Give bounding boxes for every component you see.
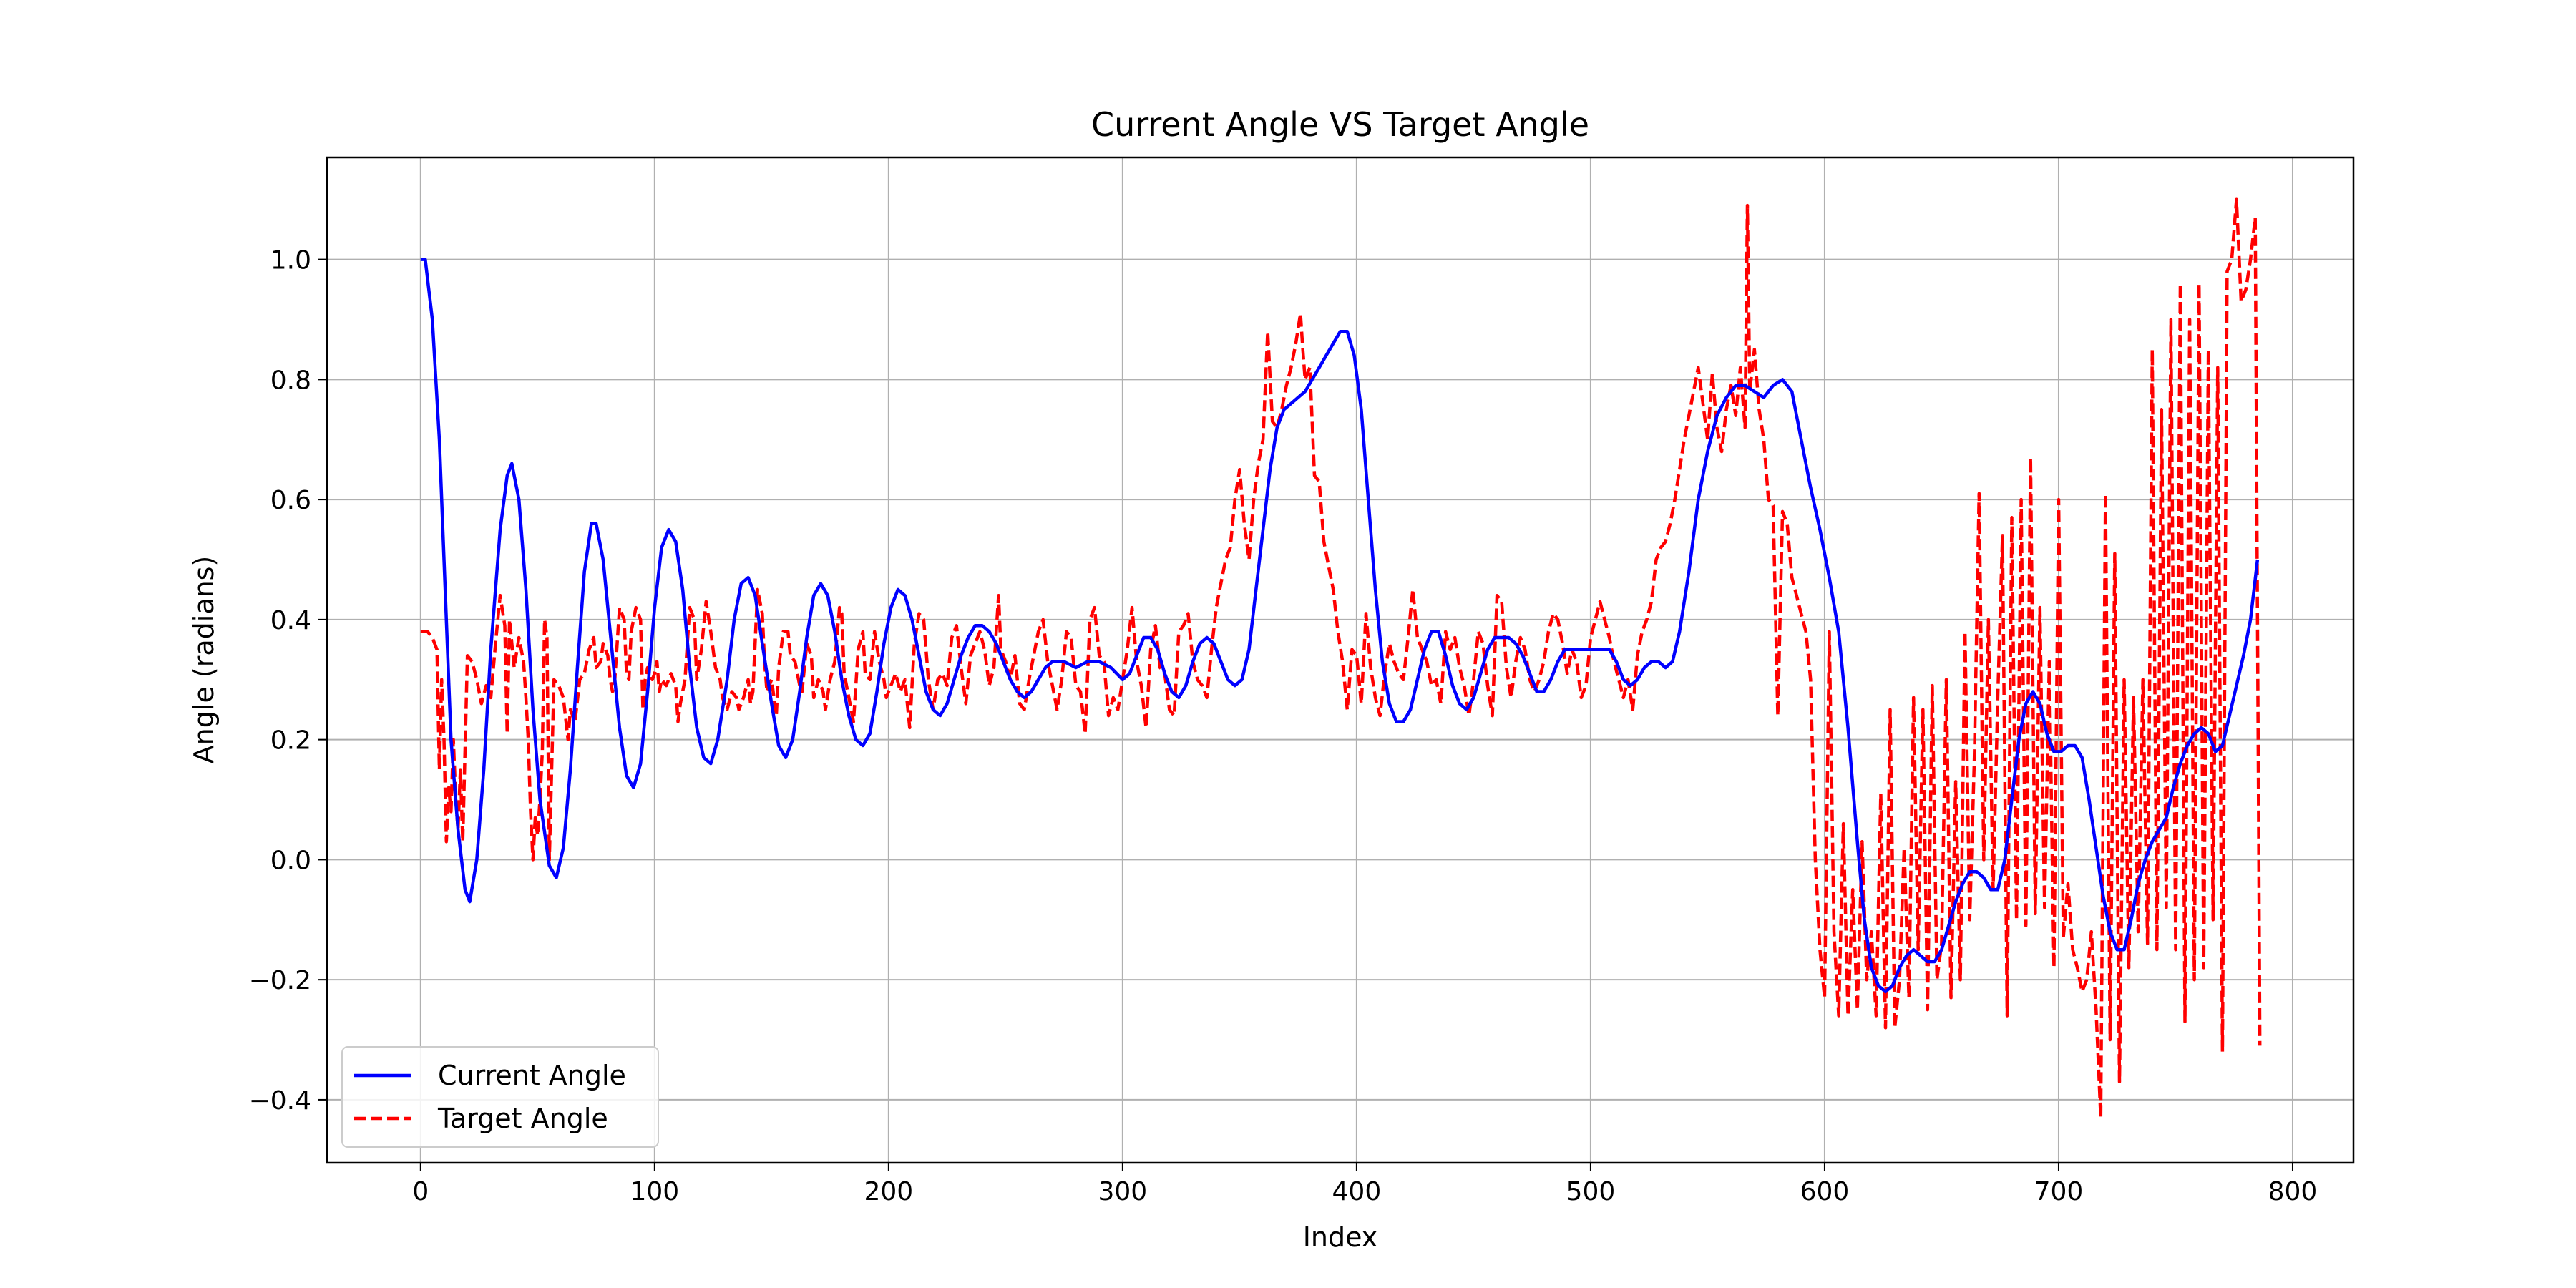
x-tick-label: 800: [2268, 1177, 2318, 1206]
x-tick-label: 300: [1098, 1177, 1148, 1206]
legend-label-target-angle: Target Angle: [437, 1103, 608, 1134]
y-tick-label: −0.4: [249, 1086, 311, 1116]
y-tick-label: 0.6: [270, 486, 311, 515]
y-tick-label: 0.0: [270, 846, 311, 875]
axis-ticks: 0 100 200 300 400 500 600 700 800 −0.4 −0.2 0.0 0.2 0…: [249, 246, 2318, 1206]
legend: Current Angle Target Angle: [341, 1046, 659, 1148]
x-tick-label: 400: [1332, 1177, 1382, 1206]
y-tick-label: 0.2: [270, 726, 311, 756]
x-tick-label: 200: [864, 1177, 913, 1206]
x-tick-label: 700: [2034, 1177, 2084, 1206]
y-tick-label: 0.8: [270, 366, 311, 395]
y-tick-label: 1.0: [270, 246, 311, 275]
y-tick-label: −0.2: [249, 966, 311, 995]
x-axis-label: Index: [1303, 1221, 1378, 1253]
y-tick-label: 0.4: [270, 606, 311, 635]
x-tick-label: 600: [1800, 1177, 1850, 1206]
grid-lines: [327, 157, 2353, 1163]
legend-label-current-angle: Current Angle: [438, 1060, 626, 1091]
x-tick-label: 100: [630, 1177, 679, 1206]
chart-title: Current Angle VS Target Angle: [1091, 105, 1589, 144]
x-tick-label: 500: [1566, 1177, 1616, 1206]
legend-box: [341, 1046, 659, 1148]
y-axis-label: Angle (radians): [188, 556, 220, 764]
x-tick-label: 0: [412, 1177, 429, 1206]
plot-area-frame: [326, 156, 2355, 1164]
series-line-current-angle: [420, 258, 2260, 994]
series-lines: [420, 197, 2262, 1120]
series-line-target-angle: [420, 197, 2262, 1120]
